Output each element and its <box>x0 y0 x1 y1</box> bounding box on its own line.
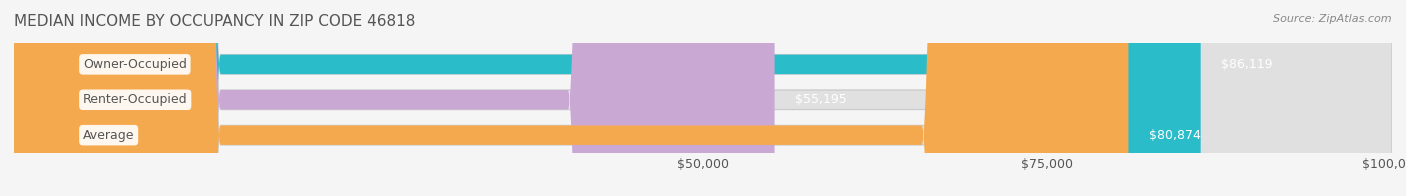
Text: Renter-Occupied: Renter-Occupied <box>83 93 187 106</box>
FancyBboxPatch shape <box>14 0 1392 196</box>
Text: MEDIAN INCOME BY OCCUPANCY IN ZIP CODE 46818: MEDIAN INCOME BY OCCUPANCY IN ZIP CODE 4… <box>14 14 415 29</box>
FancyBboxPatch shape <box>14 0 1129 196</box>
Text: $86,119: $86,119 <box>1222 58 1272 71</box>
FancyBboxPatch shape <box>14 0 1392 196</box>
Text: $55,195: $55,195 <box>796 93 846 106</box>
Text: Owner-Occupied: Owner-Occupied <box>83 58 187 71</box>
FancyBboxPatch shape <box>14 0 775 196</box>
FancyBboxPatch shape <box>14 0 1392 196</box>
Text: $80,874: $80,874 <box>1149 129 1201 142</box>
FancyBboxPatch shape <box>14 0 1201 196</box>
Text: Source: ZipAtlas.com: Source: ZipAtlas.com <box>1274 14 1392 24</box>
Text: Average: Average <box>83 129 135 142</box>
